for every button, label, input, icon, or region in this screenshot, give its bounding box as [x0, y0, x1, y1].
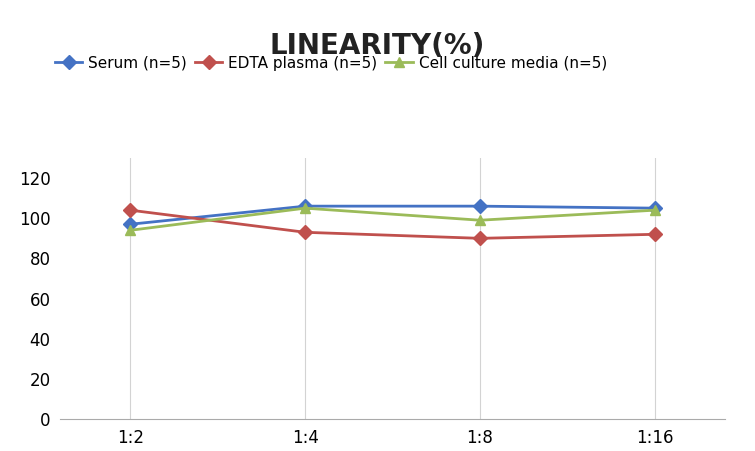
Cell culture media (n=5): [650, 207, 659, 213]
EDTA plasma (n=5): [126, 207, 135, 213]
Cell culture media (n=5): [126, 228, 135, 233]
Line: EDTA plasma (n=5): EDTA plasma (n=5): [125, 205, 660, 243]
Serum (n=5): [650, 206, 659, 211]
Line: Cell culture media (n=5): Cell culture media (n=5): [125, 203, 660, 235]
Legend: Serum (n=5), EDTA plasma (n=5), Cell culture media (n=5): Serum (n=5), EDTA plasma (n=5), Cell cul…: [55, 55, 607, 71]
Cell culture media (n=5): [476, 217, 485, 223]
Serum (n=5): [476, 203, 485, 209]
Cell culture media (n=5): [300, 206, 310, 211]
Serum (n=5): [126, 221, 135, 227]
Serum (n=5): [300, 203, 310, 209]
EDTA plasma (n=5): [650, 232, 659, 237]
EDTA plasma (n=5): [476, 235, 485, 241]
EDTA plasma (n=5): [300, 230, 310, 235]
Text: LINEARITY(%): LINEARITY(%): [270, 32, 485, 60]
Line: Serum (n=5): Serum (n=5): [125, 201, 660, 229]
